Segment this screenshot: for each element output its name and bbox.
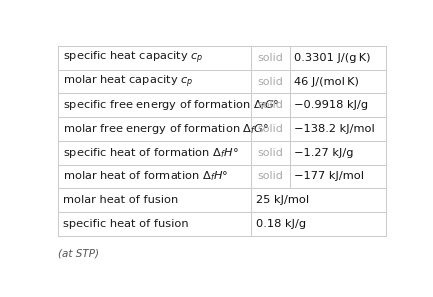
- Text: solid: solid: [258, 148, 284, 158]
- Text: molar heat of formation $\Delta_f H°$: molar heat of formation $\Delta_f H°$: [62, 170, 228, 183]
- Text: 0.18 kJ/g: 0.18 kJ/g: [256, 219, 306, 229]
- Text: molar heat capacity $c_p$: molar heat capacity $c_p$: [62, 73, 193, 90]
- Text: molar free energy of formation $\Delta_f G°$: molar free energy of formation $\Delta_f…: [62, 122, 269, 136]
- Text: molar heat of fusion: molar heat of fusion: [62, 195, 178, 205]
- Text: (at STP): (at STP): [58, 248, 99, 258]
- Text: solid: solid: [258, 100, 284, 110]
- Text: −0.9918 kJ/g: −0.9918 kJ/g: [294, 100, 368, 110]
- Text: 46 J/(mol K): 46 J/(mol K): [294, 77, 359, 86]
- Text: solid: solid: [258, 53, 284, 63]
- Text: −1.27 kJ/g: −1.27 kJ/g: [294, 148, 354, 158]
- Text: specific heat capacity $c_p$: specific heat capacity $c_p$: [62, 50, 203, 66]
- Text: solid: solid: [258, 124, 284, 134]
- Text: specific heat of fusion: specific heat of fusion: [62, 219, 188, 229]
- Text: −177 kJ/mol: −177 kJ/mol: [294, 171, 365, 181]
- Text: 0.3301 J/(g K): 0.3301 J/(g K): [294, 53, 371, 63]
- Text: specific heat of formation $\Delta_f H°$: specific heat of formation $\Delta_f H°$: [62, 146, 238, 160]
- Text: specific free energy of formation $\Delta_f G°$: specific free energy of formation $\Delt…: [62, 98, 279, 112]
- Text: 25 kJ/mol: 25 kJ/mol: [256, 195, 309, 205]
- Text: solid: solid: [258, 171, 284, 181]
- Text: solid: solid: [258, 77, 284, 86]
- Text: −138.2 kJ/mol: −138.2 kJ/mol: [294, 124, 375, 134]
